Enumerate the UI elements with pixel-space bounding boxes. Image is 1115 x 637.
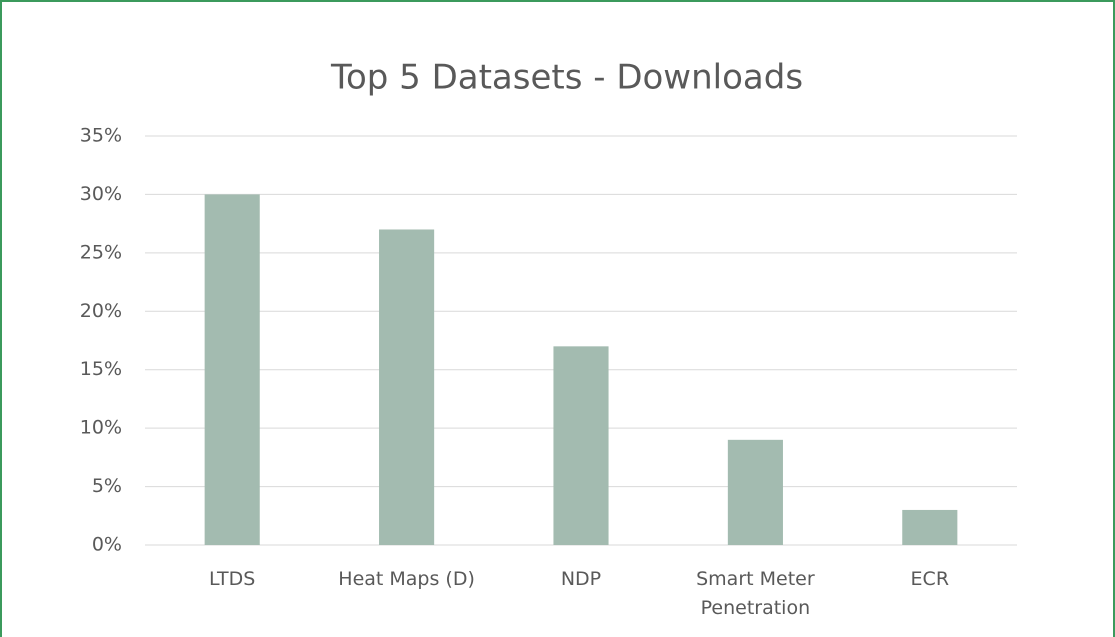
bar	[727, 439, 783, 545]
x-tick-label: Heat Maps (D)	[338, 568, 475, 590]
y-tick-label: 25%	[80, 241, 122, 263]
x-tick-label: NDP	[560, 568, 602, 590]
bar	[553, 346, 609, 545]
x-tick-label: ECR	[910, 568, 950, 590]
chart-title: Top 5 Datasets - Downloads	[330, 58, 803, 98]
y-tick-label: 10%	[80, 417, 122, 439]
y-tick-label: 15%	[80, 358, 122, 380]
bar	[204, 194, 260, 545]
bar	[902, 509, 958, 545]
bar	[379, 229, 435, 545]
x-tick-label: LTDS	[209, 568, 256, 590]
y-tick-label: 35%	[80, 125, 122, 147]
y-tick-label: 0%	[92, 534, 122, 556]
x-tick-label: Smart Meter Penetration	[696, 568, 815, 619]
y-tick-label: 5%	[92, 475, 122, 497]
y-tick-label: 20%	[80, 300, 122, 322]
y-tick-label: 30%	[80, 183, 122, 205]
